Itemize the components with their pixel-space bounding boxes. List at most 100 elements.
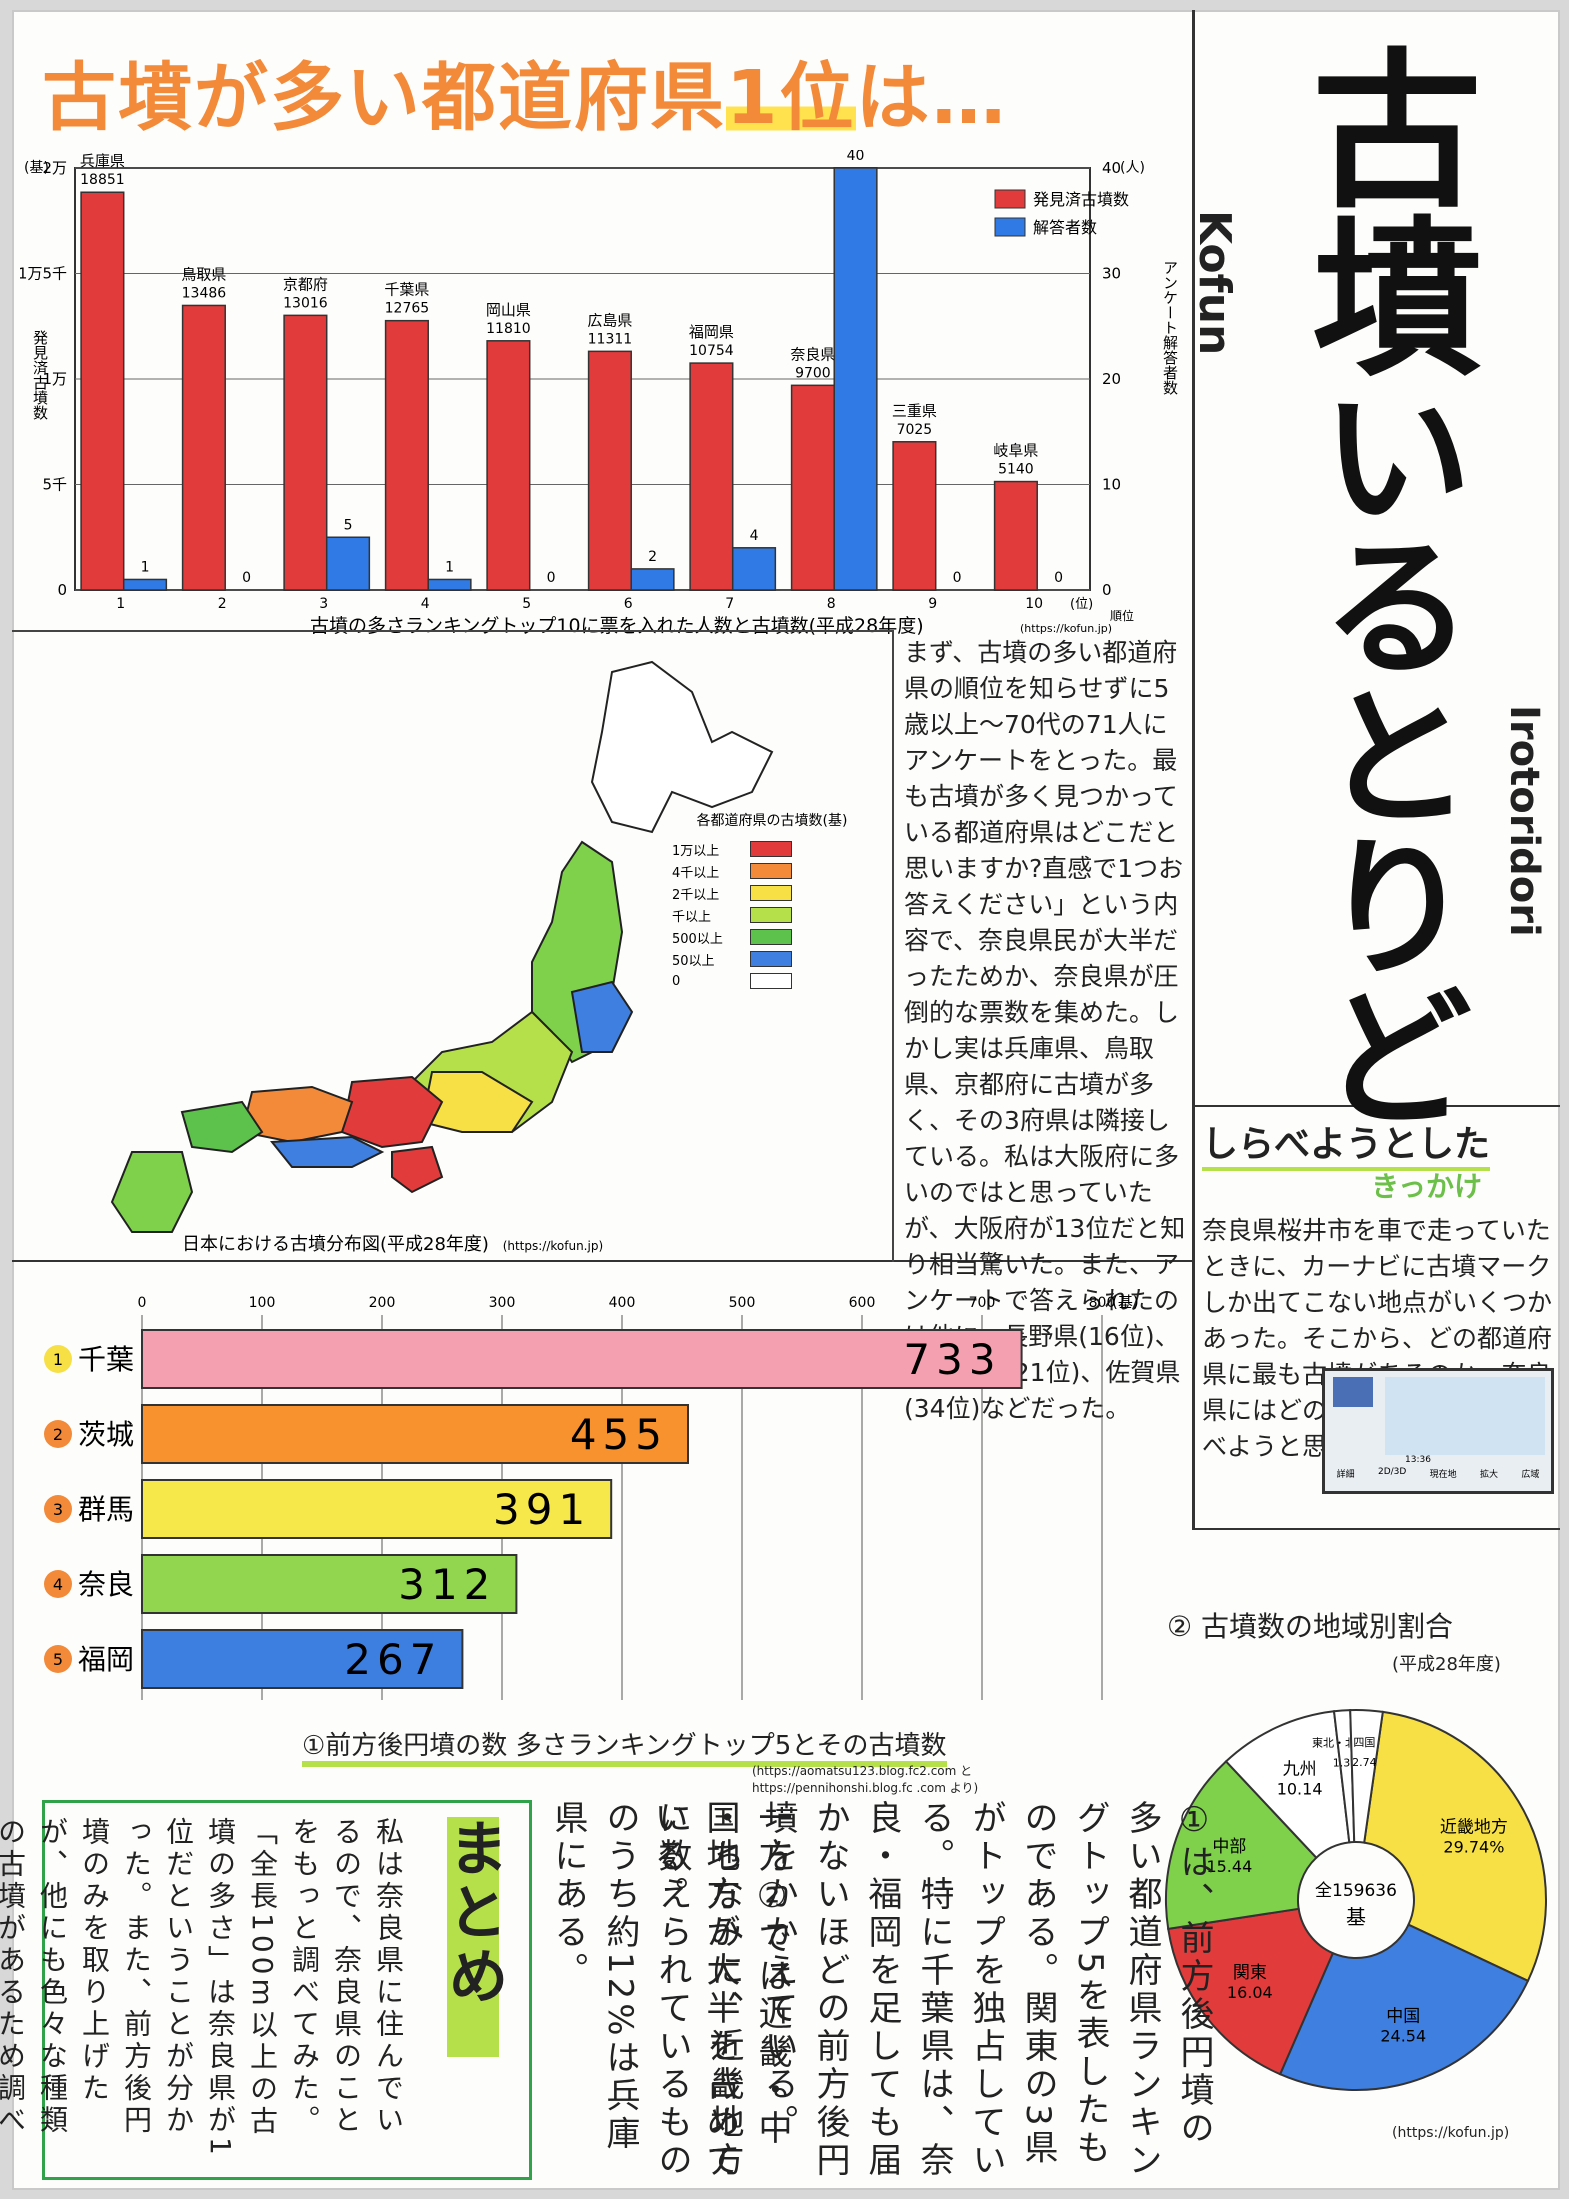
chart2-tick: 300 [489,1295,516,1311]
pie-slice [1278,1923,1530,2091]
column-divider [1192,10,1195,1530]
chart1-count-label: 4 [750,528,759,544]
chart1-count-label: 0 [953,570,962,586]
map-legend-row: 500以上 [672,926,872,948]
chart2-rank: 4 [53,1575,63,1594]
chart2-bar [141,1629,464,1689]
chart2-rank-badge [44,1495,72,1523]
map-legend-label: 2千以上 [672,887,720,903]
chart1-count-label: 40 [847,150,865,164]
analysis-col-3: ・ちなみに、近畿地方に数えられているもののうち約12%は兵庫県にある。 [548,1800,744,2180]
motivation-title: しらべようとした [1202,1115,1491,1171]
side-title-line-2: いるとりど [1247,384,1547,1134]
map-legend-row: 0 [672,970,872,992]
chart1-x-unit: (位) [1070,597,1093,612]
chart2-rank-badge [44,1645,72,1673]
map-legend-swatch [750,973,792,989]
pie-subtitle: (平成28年度) [1392,1654,1501,1675]
pie-slice-value: 29.74% [1443,1837,1504,1856]
chart1-bar-respondents [731,547,777,591]
chart2-tick: 0 [138,1295,147,1311]
hbar-title: ①前方後円墳の数 多さランキングトップ5とその古墳数 [302,1731,947,1767]
chart1-rank-tick: 2 [218,596,227,612]
motivation-border-left [1192,1105,1194,1530]
chart2-rank: 3 [53,1500,63,1519]
nav-button: 拡大 [1479,1470,1498,1480]
chart1-rank-tick: 4 [421,596,430,612]
chart1-count-label: 1 [141,559,150,575]
chart1-bar-kofun [80,191,125,591]
headline-prefix: 古墳が多い都道府県 [42,55,726,141]
pie-slice-name: 中国 [1386,2006,1420,2026]
pie-slice [1224,1710,1351,1860]
chart2-tick: 200 [369,1295,396,1311]
chart2-rank-badge [44,1570,72,1598]
side-title-char: い [1321,371,1472,547]
chart2-bar [141,1479,613,1539]
headline-highlight: 1位 [726,55,856,141]
chart1-value-label: 11311 [588,331,633,347]
map-legend-title: 各都道府県の古墳数(基) [696,813,848,829]
chart2-value-label: 312 [398,1560,496,1609]
chart1-left-axis-label: 発見済古墳数 [31,330,49,420]
pie-slice-name: 近畿地方 [1440,1817,1508,1837]
chart1-rank-tick: 8 [827,596,836,612]
map-legend-swatch [750,907,792,923]
side-title-char: 墳 [1311,200,1482,400]
hbar-source-2: https://pennihonshi.blog.fc .com より) [752,1781,979,1795]
chart1-category-name: 広島県 [587,311,632,329]
chart1-category-name: 三重県 [892,402,937,420]
chart2-unit: (基) [1112,1293,1139,1311]
motivation-subtitle: きっかけ [1371,1170,1482,1203]
chart1-left-unit: (基) [24,159,49,176]
map-legend-label: 50以上 [672,953,715,969]
japan-map [110,660,774,1233]
nav-time: 13:36 [1405,1455,1431,1465]
chart1-left-tick: 0 [57,581,67,599]
survey-text: まず、古墳の多い都道府県の順位を知らせずに5歳以上～70代の71人にアンケートを… [904,638,1186,1423]
summary-text: 私は奈良県に住んでいるので、奈良県のことをもっと調べてみた。「全長100m以上の… [0,1817,405,2159]
romaji-kofun: Kofun [1189,210,1240,356]
chart1-legend-label: 発見済古墳数 [1033,190,1129,209]
side-title-char: と [1321,671,1472,847]
pie-slice-value: 24.54 [1380,2026,1426,2045]
chart2-bar [141,1554,518,1614]
chart1-count-label: 1 [445,559,454,575]
chart1-left-tick: 5千 [42,476,67,494]
headline-suffix: は… [855,55,1008,141]
chart1-rank-tick: 5 [522,596,531,612]
nav-button: 広域 [1521,1470,1540,1480]
map-legend-row: 1万以上 [672,838,872,860]
hbar-caption: ①前方後円墳の数 多さランキングトップ5とその古墳数 (https://aoma… [302,1725,1162,1796]
nav-compass-icon [1333,1377,1373,1407]
chart2-tick: 600 [849,1295,876,1311]
chart2-rank: 5 [53,1650,63,1669]
chart1-bar-kofun [892,441,937,591]
car-navigation-photo: 13:36 詳細 2D/3D 現在地 拡大 広域 [1322,1368,1554,1494]
chart2-tick: 400 [609,1295,636,1311]
chart1-right-axis-label: アンケート解答者数 [1161,260,1179,395]
chart1-left-tick: 1万 [42,370,67,388]
chart1-rank-tick: 1 [116,596,125,612]
map-legend-row: 4千以上 [672,860,872,882]
chart2-rank: 1 [53,1350,63,1369]
summary-title: まとめ [438,1817,508,2057]
pie-slice [1349,1709,1384,1844]
chart1-category-name: 千葉県 [384,281,429,299]
map-panel: 各都道府県の古墳数(基) 1万以上 4千以上 2千以上 千以上 500以上 50以上 0 日… [12,630,894,1262]
pie-slice [1165,1759,1318,1930]
chart2-category: 福岡 [78,1643,134,1676]
map-legend-row: 50以上 [672,948,872,970]
chart2-bar [141,1404,689,1464]
pie-slice [1167,1907,1335,2076]
analysis-col-2: 一方②では近畿・中国地方が大半を占めている。 [648,1800,792,2180]
chart1-value-label: 11810 [486,321,531,337]
chart1-bar-kofun [181,304,226,591]
map-legend-swatch [750,929,792,945]
chart2-rank-badge [44,1345,72,1373]
map-legend-row: 千以上 [672,904,872,926]
chart2-tick: 700 [969,1295,996,1311]
chart1-bar-kofun [384,319,429,591]
chart1-left-tick: 2万 [42,159,67,177]
chart1-right-tick: 20 [1102,370,1121,388]
